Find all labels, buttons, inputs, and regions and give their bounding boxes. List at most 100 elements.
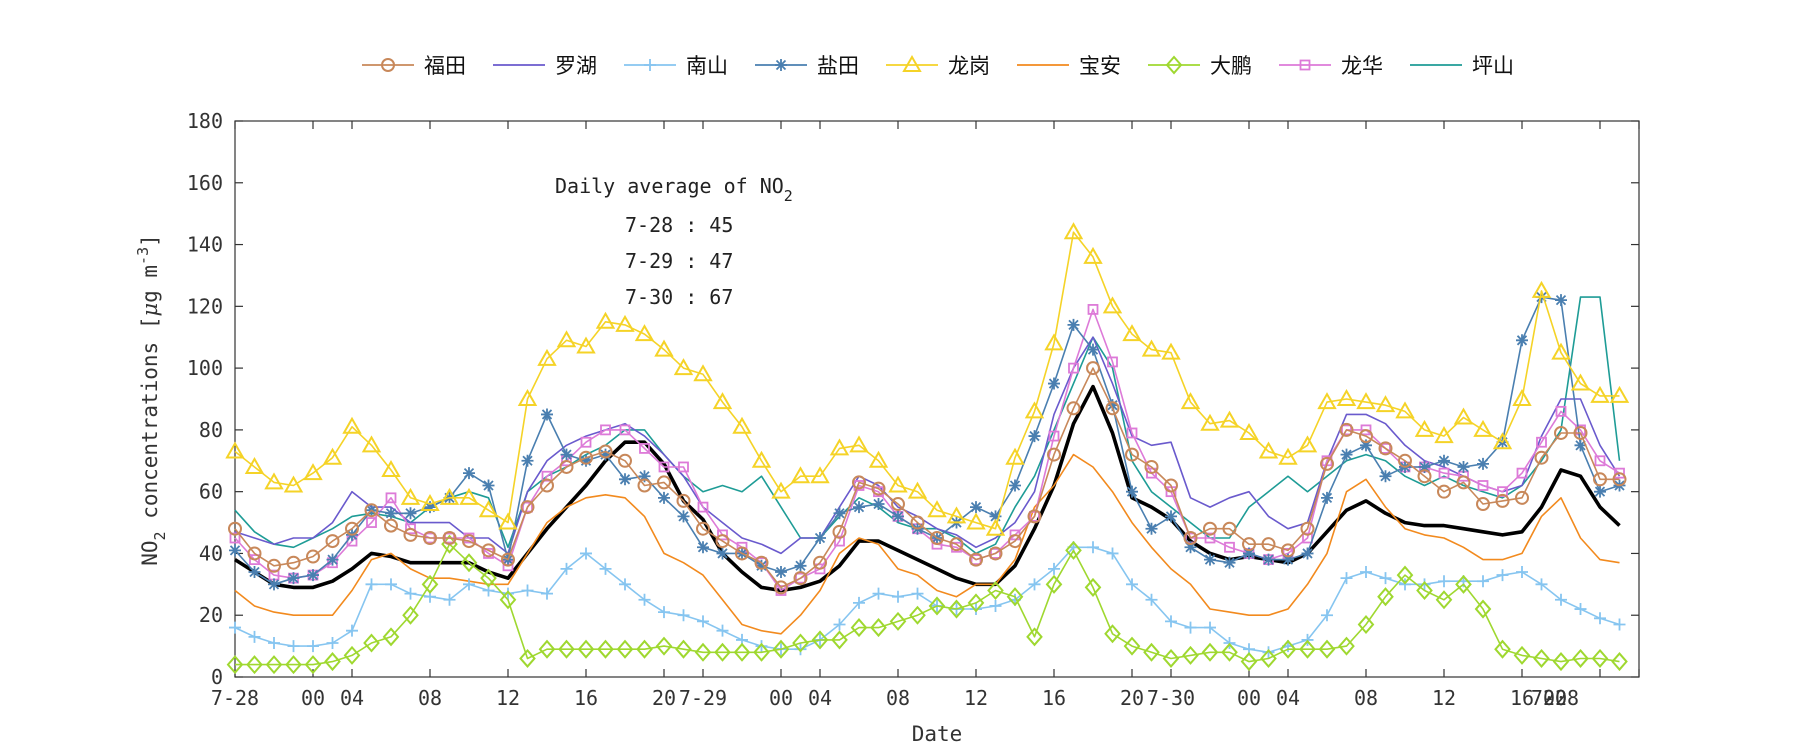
data-point (247, 546, 262, 561)
data-point (463, 578, 475, 591)
data-point (619, 578, 631, 591)
data-point (733, 642, 751, 662)
x-tick-label: 7-28 (1531, 686, 1579, 710)
y-tick-label: 100 (187, 356, 223, 380)
data-point (889, 611, 907, 631)
data-point (755, 559, 768, 572)
data-point (794, 643, 807, 656)
data-point (1204, 553, 1216, 566)
data-point (304, 655, 322, 675)
data-point (1395, 401, 1415, 419)
data-point (852, 475, 866, 490)
data-point (1417, 469, 1432, 484)
series-福田 (228, 361, 1627, 595)
series-南山 (229, 541, 1626, 659)
data-point (597, 639, 614, 659)
data-point (576, 336, 596, 354)
data-point (382, 627, 400, 647)
x-tick-label: 04 (808, 686, 832, 710)
data-point (1536, 436, 1547, 448)
data-point (1477, 457, 1489, 470)
data-point (361, 435, 382, 453)
data-point (517, 388, 538, 406)
data-point (1184, 621, 1197, 634)
data-point (833, 507, 846, 520)
data-point (969, 552, 983, 567)
x-tick-label: 7-29 (679, 686, 727, 710)
data-point (385, 578, 397, 591)
data-point (1611, 652, 1628, 672)
data-point (541, 408, 553, 421)
legend-label: 龙岗 (948, 54, 990, 78)
data-point (1593, 472, 1607, 487)
data-point (1048, 562, 1060, 575)
data-point (307, 640, 319, 653)
data-point (1554, 425, 1568, 440)
annotation-line-3: 7-30 : 67 (625, 285, 733, 309)
x-tick-label: 16 (1510, 686, 1534, 710)
data-point (872, 498, 885, 511)
data-point (1240, 652, 1258, 672)
data-point (872, 587, 885, 600)
data-point (658, 606, 670, 619)
data-point (559, 459, 574, 474)
x-tick-label: 12 (964, 686, 988, 710)
x-tick-label: 04 (1276, 686, 1300, 710)
data-point (480, 568, 497, 588)
data-point (249, 554, 260, 566)
data-point (1612, 472, 1627, 487)
data-point (248, 630, 261, 643)
data-point (1473, 419, 1493, 437)
data-point (1398, 453, 1412, 468)
data-point (1516, 565, 1528, 578)
data-point (1029, 510, 1040, 522)
data-point (658, 491, 670, 504)
data-point (1262, 553, 1275, 566)
data-point (403, 527, 418, 542)
data-point (405, 523, 416, 535)
data-point (619, 473, 631, 486)
data-point (1009, 479, 1021, 492)
data-point (985, 518, 1006, 536)
data-point (541, 470, 553, 482)
data-point (693, 364, 713, 382)
data-point (755, 640, 768, 653)
data-point (1048, 430, 1060, 442)
data-point (1302, 532, 1313, 544)
data-point (1416, 580, 1433, 601)
y-tick-label: 80 (199, 418, 223, 442)
data-point (853, 501, 865, 514)
data-point (303, 463, 323, 481)
series-line-福田 (234, 367, 1620, 589)
data-point (814, 563, 826, 575)
data-point (790, 466, 811, 484)
data-point (1145, 522, 1158, 535)
y-tick-label: 40 (199, 541, 223, 565)
data-point (1379, 470, 1392, 483)
data-point (849, 435, 869, 453)
data-point (1594, 485, 1606, 498)
data-point (1453, 407, 1474, 425)
data-point (580, 547, 592, 560)
data-point (1456, 475, 1471, 490)
data-point (366, 517, 377, 528)
data-point (1531, 280, 1552, 298)
series-罗湖 (234, 336, 1621, 555)
data-point (1609, 385, 1630, 403)
data-point (1126, 427, 1138, 439)
data-point (286, 555, 301, 570)
y-tick-label: 60 (199, 480, 223, 504)
data-point (1028, 578, 1041, 591)
legend-label: 盐田 (817, 54, 859, 78)
data-point (989, 510, 1002, 523)
data-point (792, 633, 809, 653)
data-point (558, 639, 575, 659)
data-point (1008, 534, 1022, 549)
data-point (677, 609, 690, 622)
x-tick-label: 12 (1432, 686, 1456, 710)
data-point (1087, 541, 1099, 554)
annotation-title: Daily average of NO2 (555, 174, 793, 205)
data-point (1321, 491, 1333, 504)
data-point (829, 438, 850, 456)
x-tick-label: 00 (769, 686, 793, 710)
